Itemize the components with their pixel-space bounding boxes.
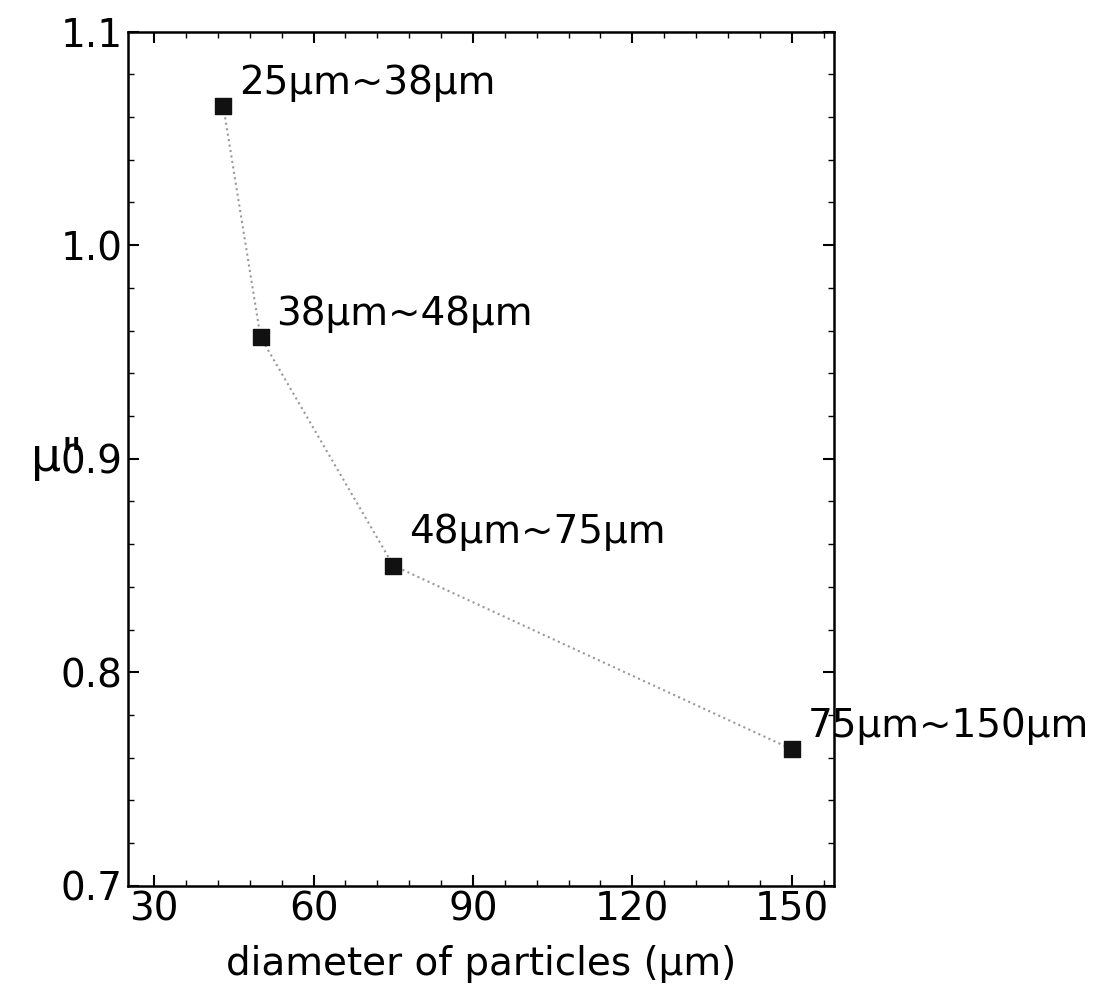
Point: [252, 329, 270, 345]
Text: 75μm~150μm: 75μm~150μm: [807, 707, 1089, 745]
Text: 38μm~48μm: 38μm~48μm: [276, 295, 532, 333]
Text: 48μm~75μm: 48μm~75μm: [409, 513, 666, 551]
Y-axis label: μ": μ": [31, 436, 82, 481]
Point: [385, 558, 403, 574]
X-axis label: diameter of particles (μm): diameter of particles (μm): [226, 945, 736, 983]
Text: 25μm~38μm: 25μm~38μm: [240, 64, 496, 102]
Point: [214, 98, 232, 114]
Point: [783, 741, 801, 757]
